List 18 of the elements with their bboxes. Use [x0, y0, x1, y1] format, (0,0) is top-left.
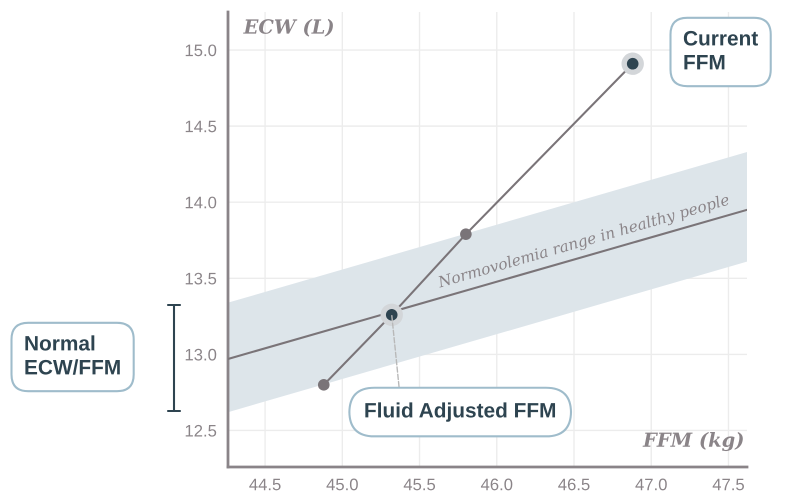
y-axis-title: ECW (L)	[243, 18, 333, 37]
text: Normal ECW/FFM	[25, 335, 120, 375]
annotation: Current FFM	[684, 30, 758, 70]
x-tick-label: 45.0	[326, 478, 358, 490]
y-tick-label: 13.5	[186, 272, 216, 285]
annotation: Fluid Adjusted FFM	[365, 402, 556, 422]
x-tick-label: 47.0	[635, 478, 667, 490]
x-tick-label: 44.5	[249, 478, 281, 490]
y-tick-label: 13.0	[186, 348, 216, 361]
x-tick-label: 47.5	[712, 478, 744, 490]
x-axis-title: FFM (kg)	[642, 432, 743, 452]
y-tick-label: 14.5	[186, 120, 216, 132]
x-tick-label: 45.5	[404, 478, 436, 490]
y-tick-label: 14.0	[186, 196, 216, 208]
x-tick-label: 46.0	[480, 478, 512, 490]
y-tick-label: 15.0	[186, 44, 216, 56]
x-tick-label: 46.5	[558, 478, 590, 490]
y-tick-label: 12.5	[186, 424, 216, 437]
